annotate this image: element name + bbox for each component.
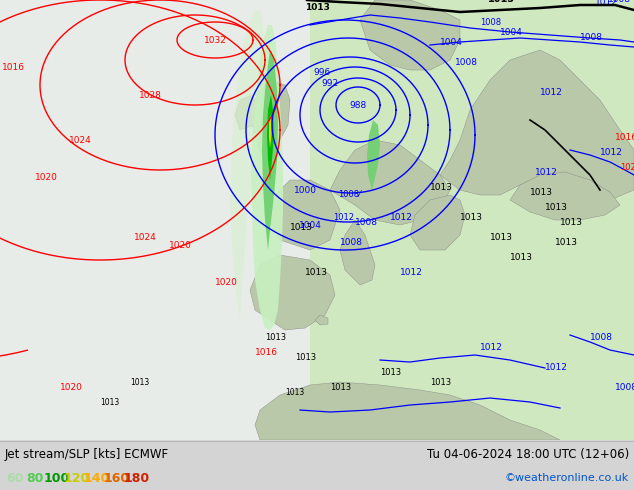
Text: 1012: 1012 <box>480 343 503 352</box>
Text: 1024: 1024 <box>134 233 157 242</box>
Text: 1012: 1012 <box>600 148 623 157</box>
Text: 1013: 1013 <box>380 368 401 377</box>
Polygon shape <box>330 140 450 225</box>
Text: 1013: 1013 <box>430 183 453 192</box>
Text: 1013: 1013 <box>305 268 328 277</box>
Text: 1008: 1008 <box>455 58 478 67</box>
Text: 1016: 1016 <box>255 348 278 357</box>
Text: 60: 60 <box>6 471 23 485</box>
Text: 996: 996 <box>313 68 330 76</box>
Polygon shape <box>269 115 272 148</box>
Text: 1008: 1008 <box>340 238 363 247</box>
Text: 1013: 1013 <box>488 0 515 4</box>
Bar <box>0 0 310 440</box>
Polygon shape <box>270 180 340 250</box>
Polygon shape <box>315 315 328 325</box>
Polygon shape <box>235 95 258 130</box>
Text: 1020: 1020 <box>60 383 83 392</box>
Polygon shape <box>340 220 375 285</box>
Text: 1013: 1013 <box>305 3 330 12</box>
Polygon shape <box>360 0 460 70</box>
Text: 1000: 1000 <box>294 186 316 195</box>
Text: 120: 120 <box>64 471 90 485</box>
Text: 1012: 1012 <box>595 0 618 7</box>
Text: 1013: 1013 <box>100 398 119 407</box>
Text: 1013: 1013 <box>530 188 553 197</box>
Text: 160: 160 <box>104 471 130 485</box>
Text: 992: 992 <box>321 78 339 88</box>
Text: 1012: 1012 <box>545 363 568 372</box>
Text: 1013: 1013 <box>430 378 451 387</box>
Text: 1020: 1020 <box>215 278 238 287</box>
Text: 1012: 1012 <box>390 213 413 222</box>
Text: 1004: 1004 <box>299 220 321 229</box>
Text: 1013: 1013 <box>285 388 304 397</box>
Text: 1020: 1020 <box>620 163 634 172</box>
Text: 1004: 1004 <box>500 28 523 37</box>
Text: 1008: 1008 <box>480 18 501 27</box>
Text: 1013: 1013 <box>330 383 351 392</box>
Text: Jet stream/SLP [kts] ECMWF: Jet stream/SLP [kts] ECMWF <box>5 447 169 461</box>
Text: 1020: 1020 <box>169 241 191 249</box>
Text: 1013: 1013 <box>290 223 313 232</box>
Text: 140: 140 <box>84 471 110 485</box>
Polygon shape <box>230 10 264 320</box>
Text: 1028: 1028 <box>139 91 162 99</box>
Text: 1008: 1008 <box>590 333 613 342</box>
Text: 100: 100 <box>44 471 70 485</box>
Text: 1013: 1013 <box>555 238 578 247</box>
Text: 1008: 1008 <box>615 383 634 392</box>
Polygon shape <box>367 120 380 190</box>
Text: 180: 180 <box>124 471 150 485</box>
Text: 1013: 1013 <box>265 333 286 342</box>
Text: ©weatheronline.co.uk: ©weatheronline.co.uk <box>505 473 629 483</box>
Text: 1008: 1008 <box>608 0 631 4</box>
Text: 1004: 1004 <box>440 38 463 47</box>
Polygon shape <box>250 255 335 330</box>
Polygon shape <box>410 195 465 250</box>
Text: 1008⁄: 1008⁄ <box>338 190 361 199</box>
Text: Tu 04-06-2024 18:00 UTC (12+06): Tu 04-06-2024 18:00 UTC (12+06) <box>427 447 629 461</box>
Text: 1012: 1012 <box>400 268 423 277</box>
Text: 1013: 1013 <box>490 233 513 242</box>
Text: 1020: 1020 <box>35 173 58 182</box>
Text: 1024: 1024 <box>68 136 91 145</box>
Text: 988: 988 <box>349 100 366 109</box>
Text: 1013: 1013 <box>510 253 533 262</box>
Text: 1012: 1012 <box>555 0 578 2</box>
Text: 80: 80 <box>26 471 43 485</box>
Text: 1013: 1013 <box>560 218 583 227</box>
Text: 1008: 1008 <box>580 33 603 42</box>
Text: 1013: 1013 <box>430 0 453 2</box>
Text: 1032: 1032 <box>204 35 226 45</box>
Text: 1012: 1012 <box>540 88 563 97</box>
Bar <box>310 0 634 440</box>
Text: 1013: 1013 <box>130 378 149 387</box>
Text: 1008: 1008 <box>355 218 378 227</box>
Text: 1013: 1013 <box>460 213 483 222</box>
Polygon shape <box>267 95 274 180</box>
Text: 1016: 1016 <box>615 133 634 142</box>
Polygon shape <box>262 50 278 250</box>
Text: 1012: 1012 <box>535 168 558 177</box>
Polygon shape <box>440 50 634 200</box>
Text: 1013: 1013 <box>545 203 568 212</box>
Polygon shape <box>251 25 283 330</box>
Polygon shape <box>255 382 560 440</box>
Polygon shape <box>250 80 290 160</box>
Text: 1016: 1016 <box>2 63 25 72</box>
Polygon shape <box>510 172 620 220</box>
Text: 1013: 1013 <box>295 353 316 362</box>
Text: 1012: 1012 <box>333 213 354 222</box>
